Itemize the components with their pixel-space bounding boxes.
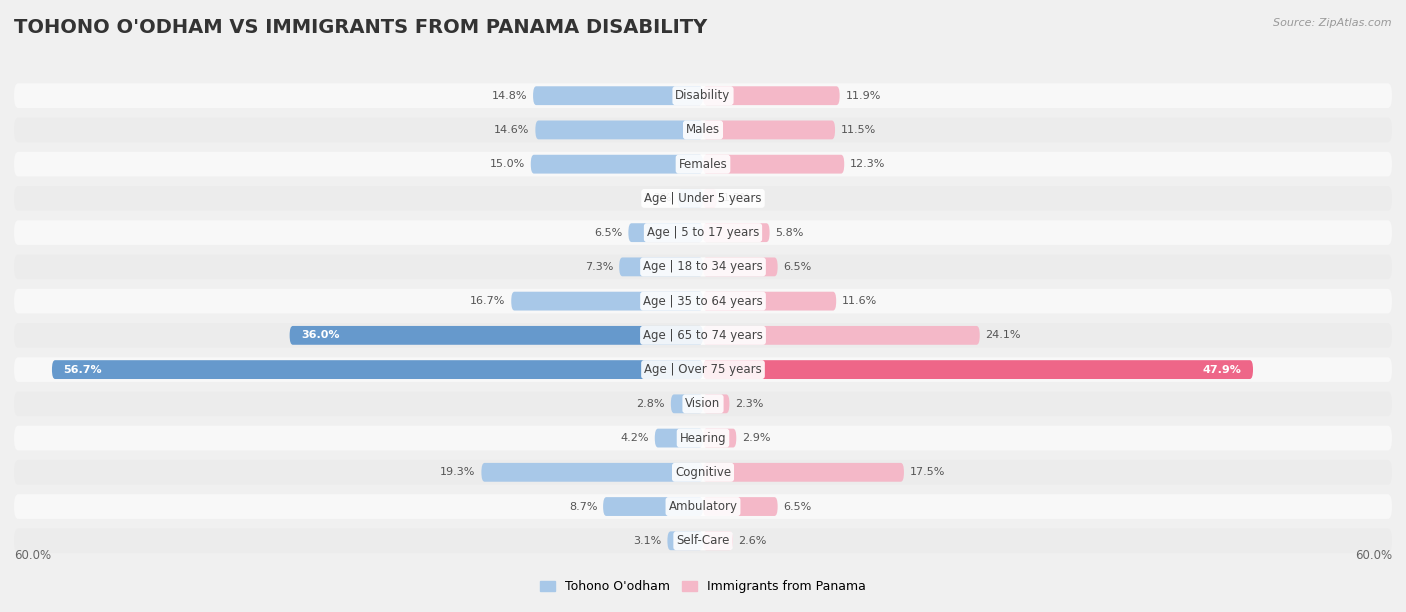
FancyBboxPatch shape (512, 292, 703, 310)
Text: 60.0%: 60.0% (14, 550, 51, 562)
FancyBboxPatch shape (14, 118, 1392, 142)
Text: Males: Males (686, 124, 720, 136)
FancyBboxPatch shape (703, 326, 980, 345)
Text: 6.5%: 6.5% (595, 228, 623, 237)
FancyBboxPatch shape (481, 463, 703, 482)
Text: Age | Under 5 years: Age | Under 5 years (644, 192, 762, 205)
Text: 17.5%: 17.5% (910, 468, 945, 477)
Text: Vision: Vision (685, 397, 721, 410)
FancyBboxPatch shape (531, 155, 703, 174)
FancyBboxPatch shape (290, 326, 703, 345)
FancyBboxPatch shape (678, 189, 703, 208)
FancyBboxPatch shape (703, 189, 717, 208)
FancyBboxPatch shape (14, 357, 1392, 382)
Text: Self-Care: Self-Care (676, 534, 730, 547)
Text: 1.2%: 1.2% (723, 193, 751, 203)
FancyBboxPatch shape (619, 258, 703, 276)
Text: Age | 35 to 64 years: Age | 35 to 64 years (643, 294, 763, 308)
Text: Cognitive: Cognitive (675, 466, 731, 479)
FancyBboxPatch shape (536, 121, 703, 140)
FancyBboxPatch shape (14, 289, 1392, 313)
FancyBboxPatch shape (703, 86, 839, 105)
Text: 2.3%: 2.3% (735, 399, 763, 409)
FancyBboxPatch shape (14, 323, 1392, 348)
Text: 15.0%: 15.0% (489, 159, 524, 169)
Text: 7.3%: 7.3% (585, 262, 613, 272)
Text: 14.8%: 14.8% (492, 91, 527, 101)
Text: 6.5%: 6.5% (783, 262, 811, 272)
Text: 11.9%: 11.9% (845, 91, 880, 101)
Text: 14.6%: 14.6% (495, 125, 530, 135)
FancyBboxPatch shape (703, 223, 769, 242)
Text: 2.8%: 2.8% (637, 399, 665, 409)
FancyBboxPatch shape (14, 255, 1392, 279)
FancyBboxPatch shape (703, 394, 730, 413)
Text: Females: Females (679, 158, 727, 171)
FancyBboxPatch shape (14, 494, 1392, 519)
FancyBboxPatch shape (14, 460, 1392, 485)
Text: 16.7%: 16.7% (470, 296, 506, 306)
Text: Age | 65 to 74 years: Age | 65 to 74 years (643, 329, 763, 342)
FancyBboxPatch shape (14, 83, 1392, 108)
Text: 11.6%: 11.6% (842, 296, 877, 306)
FancyBboxPatch shape (14, 152, 1392, 176)
FancyBboxPatch shape (703, 497, 778, 516)
FancyBboxPatch shape (703, 155, 844, 174)
Text: Age | 18 to 34 years: Age | 18 to 34 years (643, 260, 763, 274)
Text: Disability: Disability (675, 89, 731, 102)
Text: Age | Over 75 years: Age | Over 75 years (644, 363, 762, 376)
Text: TOHONO O'ODHAM VS IMMIGRANTS FROM PANAMA DISABILITY: TOHONO O'ODHAM VS IMMIGRANTS FROM PANAMA… (14, 18, 707, 37)
Text: 47.9%: 47.9% (1202, 365, 1241, 375)
FancyBboxPatch shape (655, 428, 703, 447)
FancyBboxPatch shape (14, 186, 1392, 211)
Text: Source: ZipAtlas.com: Source: ZipAtlas.com (1274, 18, 1392, 28)
FancyBboxPatch shape (671, 394, 703, 413)
Text: 2.2%: 2.2% (644, 193, 672, 203)
FancyBboxPatch shape (533, 86, 703, 105)
Text: Hearing: Hearing (679, 431, 727, 444)
FancyBboxPatch shape (603, 497, 703, 516)
FancyBboxPatch shape (14, 392, 1392, 416)
FancyBboxPatch shape (703, 292, 837, 310)
Text: 6.5%: 6.5% (783, 502, 811, 512)
Legend: Tohono O'odham, Immigrants from Panama: Tohono O'odham, Immigrants from Panama (534, 575, 872, 599)
FancyBboxPatch shape (14, 220, 1392, 245)
Text: 60.0%: 60.0% (1355, 550, 1392, 562)
Text: 2.6%: 2.6% (738, 536, 766, 546)
Text: 24.1%: 24.1% (986, 330, 1021, 340)
FancyBboxPatch shape (703, 121, 835, 140)
FancyBboxPatch shape (14, 528, 1392, 553)
FancyBboxPatch shape (703, 258, 778, 276)
Text: 56.7%: 56.7% (63, 365, 103, 375)
Text: 11.5%: 11.5% (841, 125, 876, 135)
Text: 2.9%: 2.9% (742, 433, 770, 443)
FancyBboxPatch shape (628, 223, 703, 242)
Text: 5.8%: 5.8% (775, 228, 804, 237)
FancyBboxPatch shape (14, 426, 1392, 450)
Text: 3.1%: 3.1% (634, 536, 662, 546)
Text: 19.3%: 19.3% (440, 468, 475, 477)
Text: 36.0%: 36.0% (301, 330, 340, 340)
FancyBboxPatch shape (703, 428, 737, 447)
Text: 8.7%: 8.7% (569, 502, 598, 512)
FancyBboxPatch shape (52, 360, 703, 379)
Text: 12.3%: 12.3% (851, 159, 886, 169)
FancyBboxPatch shape (703, 463, 904, 482)
Text: 4.2%: 4.2% (620, 433, 650, 443)
FancyBboxPatch shape (703, 360, 1253, 379)
FancyBboxPatch shape (668, 531, 703, 550)
Text: Age | 5 to 17 years: Age | 5 to 17 years (647, 226, 759, 239)
FancyBboxPatch shape (703, 531, 733, 550)
Text: Ambulatory: Ambulatory (668, 500, 738, 513)
